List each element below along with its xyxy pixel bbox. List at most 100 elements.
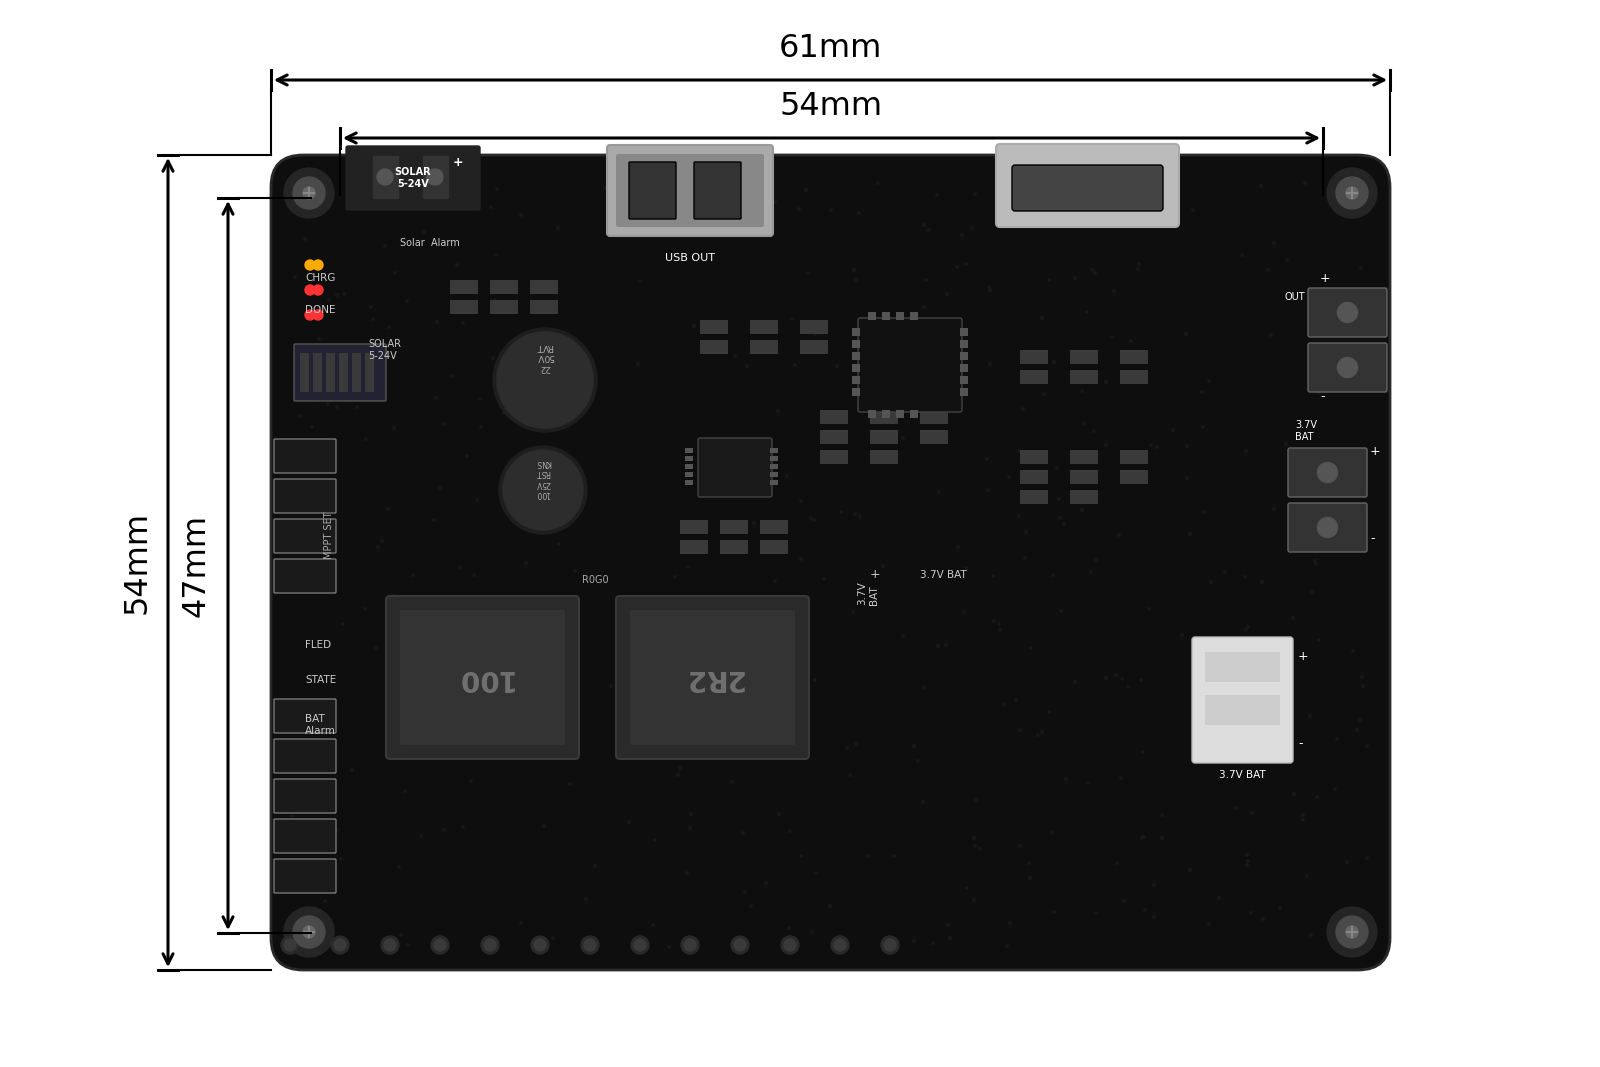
- Circle shape: [1058, 498, 1061, 500]
- Bar: [910, 312, 918, 320]
- Text: CHRG/OUT: CHRG/OUT: [1058, 123, 1117, 133]
- Circle shape: [859, 514, 861, 517]
- Bar: [760, 540, 787, 554]
- Bar: [365, 353, 374, 392]
- Circle shape: [381, 540, 384, 542]
- Circle shape: [427, 169, 443, 185]
- Circle shape: [800, 855, 802, 857]
- FancyBboxPatch shape: [274, 779, 336, 813]
- Circle shape: [778, 410, 779, 412]
- Circle shape: [339, 858, 342, 860]
- Circle shape: [790, 318, 794, 320]
- Circle shape: [1040, 317, 1043, 319]
- Circle shape: [1022, 408, 1024, 410]
- Bar: [1205, 695, 1280, 724]
- Circle shape: [1322, 294, 1323, 298]
- Circle shape: [374, 647, 378, 649]
- Circle shape: [742, 210, 744, 212]
- Circle shape: [435, 321, 438, 323]
- Circle shape: [474, 574, 475, 576]
- Circle shape: [669, 718, 672, 720]
- Bar: [896, 312, 904, 320]
- Circle shape: [1051, 574, 1054, 576]
- Circle shape: [315, 399, 318, 401]
- Circle shape: [1086, 782, 1090, 784]
- Circle shape: [363, 608, 366, 610]
- Circle shape: [829, 905, 832, 907]
- Circle shape: [443, 829, 445, 831]
- Circle shape: [456, 264, 458, 266]
- FancyBboxPatch shape: [698, 437, 771, 497]
- Circle shape: [493, 328, 597, 432]
- Circle shape: [1166, 178, 1168, 180]
- Circle shape: [898, 373, 901, 377]
- Circle shape: [685, 618, 688, 620]
- Circle shape: [966, 887, 968, 889]
- Circle shape: [1123, 899, 1125, 903]
- Circle shape: [934, 405, 936, 409]
- Bar: [882, 312, 890, 320]
- Circle shape: [434, 939, 446, 951]
- Circle shape: [384, 244, 386, 248]
- Circle shape: [581, 936, 598, 954]
- Circle shape: [654, 839, 656, 841]
- Circle shape: [877, 181, 880, 185]
- Text: 100: 100: [453, 664, 512, 691]
- Circle shape: [334, 939, 346, 951]
- Bar: [960, 352, 968, 360]
- Circle shape: [792, 940, 794, 942]
- Circle shape: [466, 455, 469, 457]
- Circle shape: [1181, 634, 1184, 636]
- Circle shape: [840, 511, 842, 513]
- Circle shape: [749, 642, 752, 646]
- Circle shape: [974, 799, 978, 801]
- Circle shape: [414, 710, 418, 712]
- FancyBboxPatch shape: [1309, 288, 1387, 337]
- Circle shape: [318, 338, 320, 340]
- Circle shape: [864, 363, 866, 365]
- Circle shape: [637, 363, 640, 365]
- Circle shape: [774, 201, 776, 203]
- Bar: [870, 430, 898, 444]
- Circle shape: [328, 299, 330, 301]
- Circle shape: [483, 939, 496, 951]
- Circle shape: [627, 226, 629, 228]
- Bar: [1070, 370, 1098, 384]
- Circle shape: [1104, 381, 1107, 383]
- Circle shape: [323, 899, 326, 903]
- Circle shape: [1251, 812, 1253, 814]
- Circle shape: [1328, 365, 1330, 367]
- Circle shape: [971, 227, 973, 229]
- Circle shape: [1245, 450, 1248, 452]
- Circle shape: [1083, 421, 1085, 425]
- Text: CHRG: CHRG: [306, 273, 336, 283]
- Text: 100
25V
RST
KNS: 100 25V RST KNS: [536, 458, 550, 498]
- Circle shape: [1302, 814, 1304, 816]
- Circle shape: [734, 939, 746, 951]
- Circle shape: [925, 278, 928, 282]
- FancyBboxPatch shape: [400, 610, 565, 745]
- Circle shape: [744, 635, 747, 637]
- Circle shape: [1262, 918, 1264, 920]
- Circle shape: [979, 848, 981, 850]
- FancyBboxPatch shape: [274, 519, 336, 553]
- Circle shape: [326, 542, 328, 544]
- Circle shape: [848, 774, 851, 776]
- Circle shape: [813, 519, 816, 521]
- Bar: [851, 364, 861, 372]
- Text: 54mm: 54mm: [122, 511, 152, 615]
- Bar: [339, 353, 349, 392]
- Circle shape: [387, 325, 390, 329]
- Circle shape: [293, 915, 325, 947]
- Circle shape: [835, 946, 837, 950]
- Circle shape: [1126, 686, 1130, 688]
- Bar: [819, 430, 848, 444]
- Circle shape: [1189, 869, 1190, 871]
- Circle shape: [1053, 911, 1056, 913]
- Circle shape: [475, 498, 478, 501]
- Circle shape: [491, 356, 494, 360]
- Bar: [701, 340, 728, 354]
- Circle shape: [992, 575, 994, 577]
- Circle shape: [912, 940, 915, 942]
- Circle shape: [342, 292, 346, 296]
